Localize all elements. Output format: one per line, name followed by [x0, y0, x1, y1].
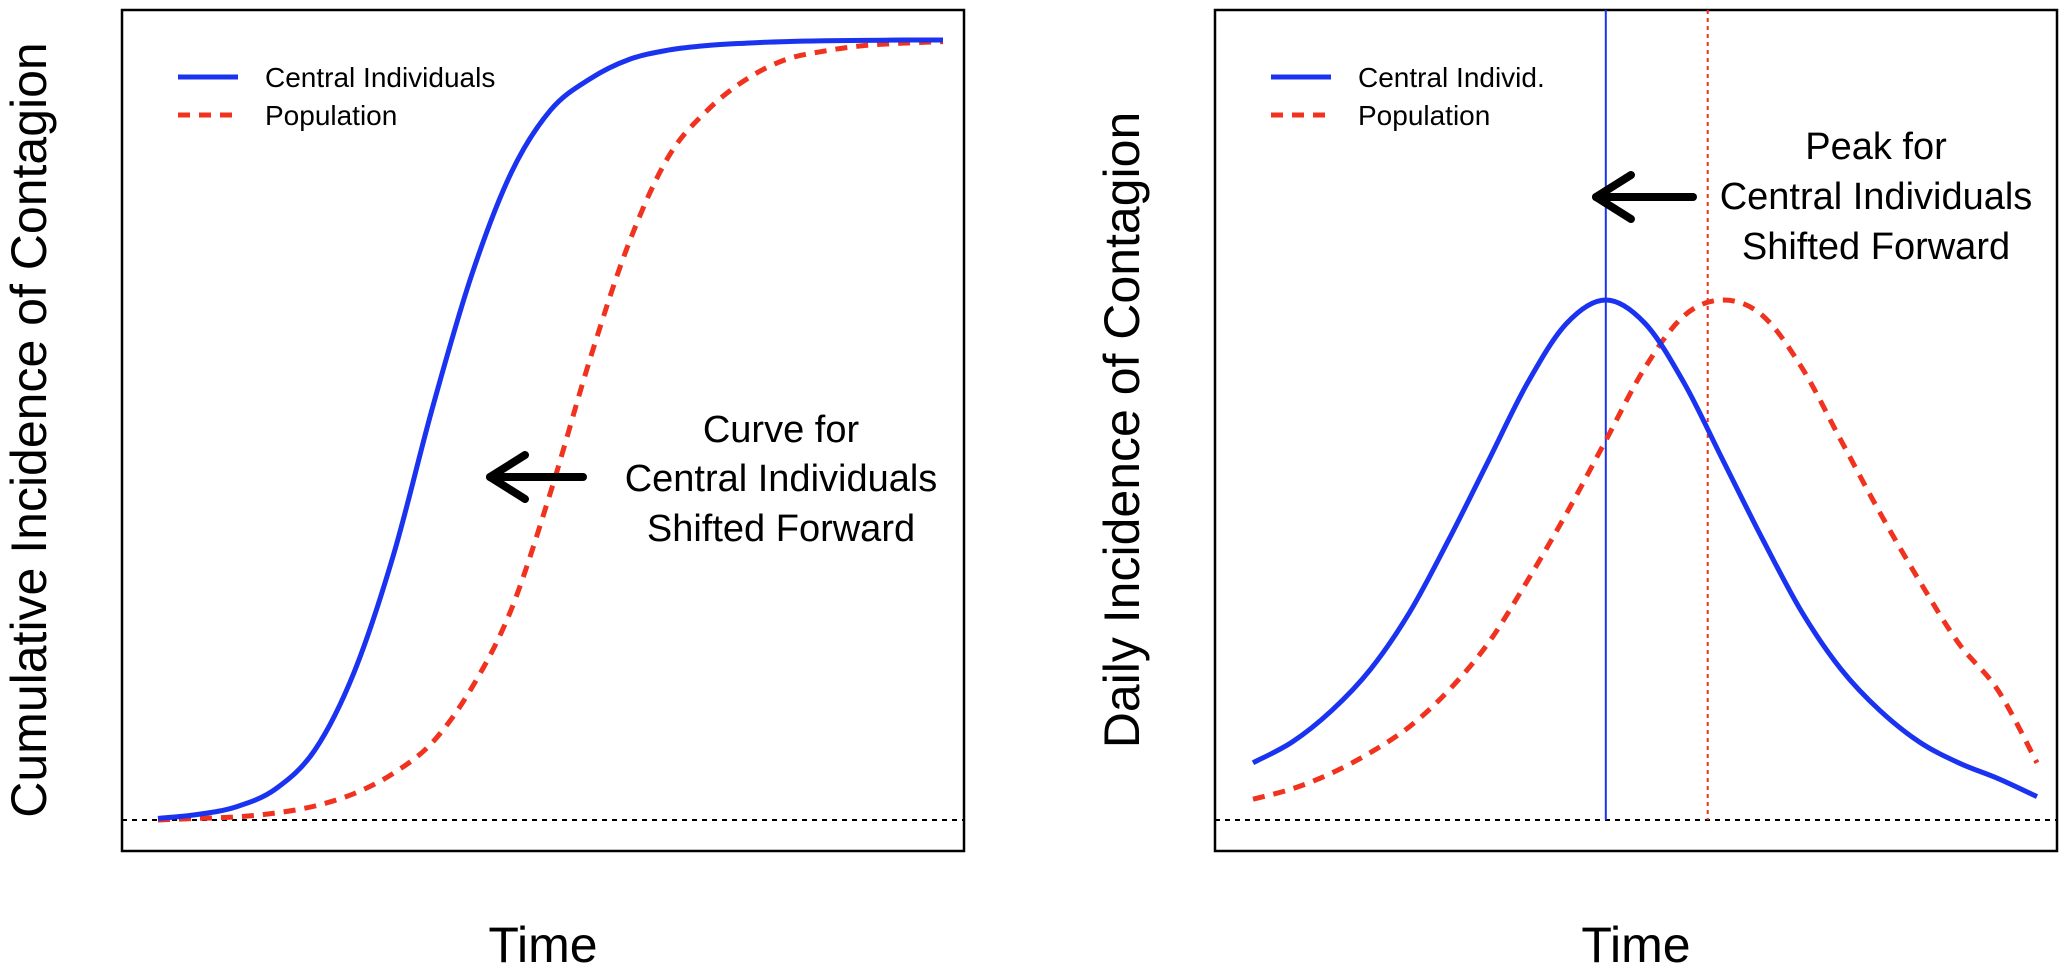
daily-y-axis-title: Daily Incidence of Contagion: [1094, 112, 1150, 749]
cumulative-legend: Central Individuals Population: [178, 62, 495, 131]
cumulative-annotation-line-1: Curve for: [703, 409, 860, 451]
daily-central-curve: [1251, 297, 2039, 799]
daily-legend-population-label: Population: [1358, 100, 1490, 131]
daily-annotation-line-3: Shifted Forward: [1742, 226, 2010, 268]
cumulative-central-curve: [157, 37, 944, 821]
cumulative-plot-frame: [120, 8, 966, 853]
cumulative-legend-central-label: Central Individuals: [265, 62, 495, 93]
cumulative-chart: Central Individuals Population Curve for…: [1, 8, 966, 973]
daily-population-curve: [1252, 297, 2040, 802]
cumulative-x-axis-title: Time: [488, 917, 597, 973]
daily-x-axis-title: Time: [1581, 917, 1690, 973]
daily-legend: Central Individ. Population: [1271, 62, 1545, 131]
daily-legend-central-label: Central Individ.: [1358, 62, 1545, 93]
cumulative-annotation-line-2: Central Individuals: [625, 458, 938, 500]
cumulative-legend-population-label: Population: [265, 100, 397, 131]
daily-chart: Central Individ. Population Peak for Cen…: [1094, 8, 2059, 973]
cumulative-annotation-line-3: Shifted Forward: [647, 508, 915, 550]
daily-arrow-icon: [1592, 171, 1697, 223]
daily-annotation: Peak for Central Individuals Shifted For…: [1592, 126, 2033, 268]
daily-annotation-line-2: Central Individuals: [1720, 176, 2033, 218]
cumulative-population-curve: [157, 39, 944, 823]
cumulative-y-axis-title: Cumulative Incidence of Contagion: [1, 42, 57, 817]
daily-plot-frame: [1213, 8, 2059, 853]
daily-annotation-line-1: Peak for: [1805, 126, 1947, 168]
cumulative-annotation: Curve for Central Individuals Shifted Fo…: [486, 409, 938, 550]
cumulative-arrow-icon: [486, 451, 587, 503]
